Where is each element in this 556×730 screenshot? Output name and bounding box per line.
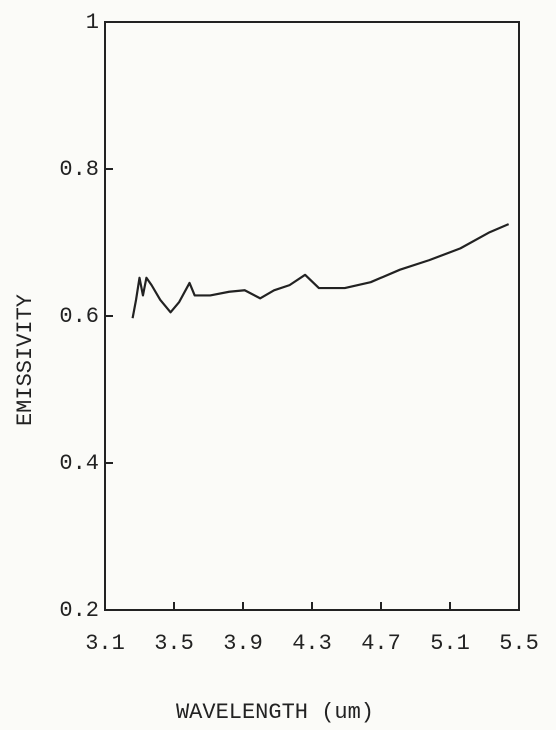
x-tick-label: 5.5 <box>499 631 539 656</box>
y-axis-label: EMISSIVITY <box>13 294 38 426</box>
y-tick-label: 0.2 <box>59 598 99 623</box>
y-tick-label: 0.6 <box>59 304 99 329</box>
x-axis-label: WAVELENGTH (um) <box>176 700 374 725</box>
x-tick-label: 3.1 <box>85 631 125 656</box>
plot-frame <box>104 21 520 611</box>
x-tick-label: 3.5 <box>154 631 194 656</box>
x-tick-label: 5.1 <box>430 631 470 656</box>
data-line <box>131 223 510 319</box>
y-tick-label: 0.8 <box>59 157 99 182</box>
y-tick-label: 0.4 <box>59 451 99 476</box>
y-tick-label: 1 <box>86 10 99 35</box>
x-tick-label: 4.7 <box>361 631 401 656</box>
x-tick-label: 3.9 <box>223 631 263 656</box>
x-tick-label: 4.3 <box>292 631 332 656</box>
